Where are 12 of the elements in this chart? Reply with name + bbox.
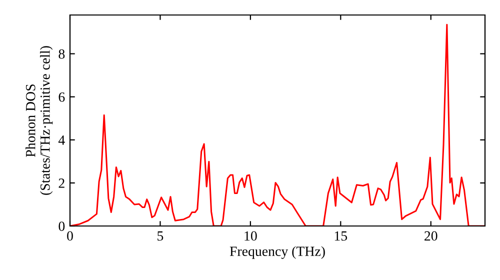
x-tick-label: 10 [244, 231, 257, 241]
x-tick-label: 0 [67, 231, 73, 241]
y-tick-label: 0 [58, 222, 65, 231]
x-axis-title: Frequency (THz) [230, 246, 325, 259]
y-tick-label: 2 [58, 178, 64, 188]
x-tick-label: 15 [334, 231, 348, 241]
y-tick-label: 4 [58, 136, 65, 145]
y-axis-title: Phonon DOS (States/THz·primitive cell) [26, 46, 53, 195]
x-tick-label: 20 [424, 231, 438, 241]
y-tick-label: 8 [58, 49, 65, 59]
x-tick-label: 5 [158, 231, 164, 241]
y-tick-label: 6 [58, 92, 65, 102]
